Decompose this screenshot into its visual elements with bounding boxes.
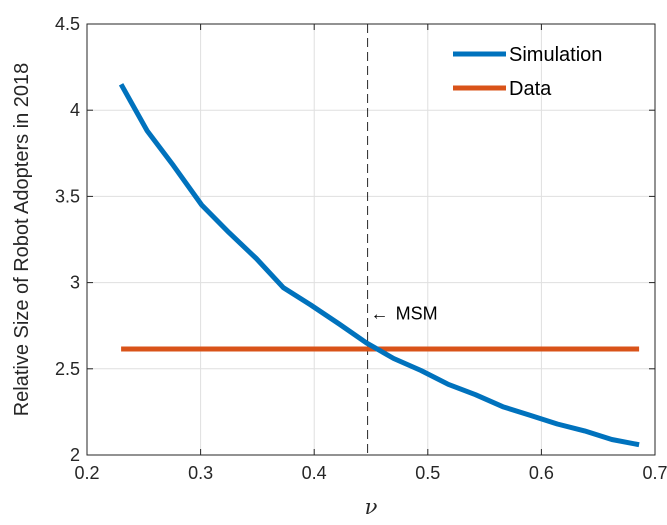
x-tick-label: 0.5 xyxy=(415,463,440,483)
y-tick-label: 4 xyxy=(70,100,80,120)
legend: Simulation Data xyxy=(453,44,602,100)
x-tick-label: 0.4 xyxy=(302,463,327,483)
annotation-layer: ← MSM xyxy=(371,304,438,324)
x-tick-label: 0.6 xyxy=(529,463,554,483)
series-line-simulation xyxy=(118,83,640,448)
annotation-arrow: ← xyxy=(371,304,389,324)
y-axis-label: Relative Size of Robot Adopters in 2018 xyxy=(11,63,33,417)
x-tick-label: 0.7 xyxy=(642,463,667,483)
axes-box xyxy=(86,23,656,456)
legend-label-data: Data xyxy=(509,78,552,100)
y-tick-label: 4.5 xyxy=(55,14,80,34)
y-tick-label: 3 xyxy=(70,273,80,293)
y-tick-label: 2 xyxy=(70,445,80,465)
x-axis-label: ν xyxy=(365,495,378,519)
series-layer xyxy=(118,83,640,448)
y-tick-label: 3.5 xyxy=(55,186,80,206)
x-tick-label: 0.3 xyxy=(188,463,213,483)
y-tick-label: 2.5 xyxy=(55,359,80,379)
annotation-label: MSM xyxy=(396,304,438,324)
axis-ticks: 0.2 0.3 0.4 0.5 0.6 0.7 2 2.5 3 3.5 4 4.5 xyxy=(55,14,667,483)
x-tick-label: 0.2 xyxy=(74,463,99,483)
legend-label-simulation: Simulation xyxy=(509,44,602,66)
